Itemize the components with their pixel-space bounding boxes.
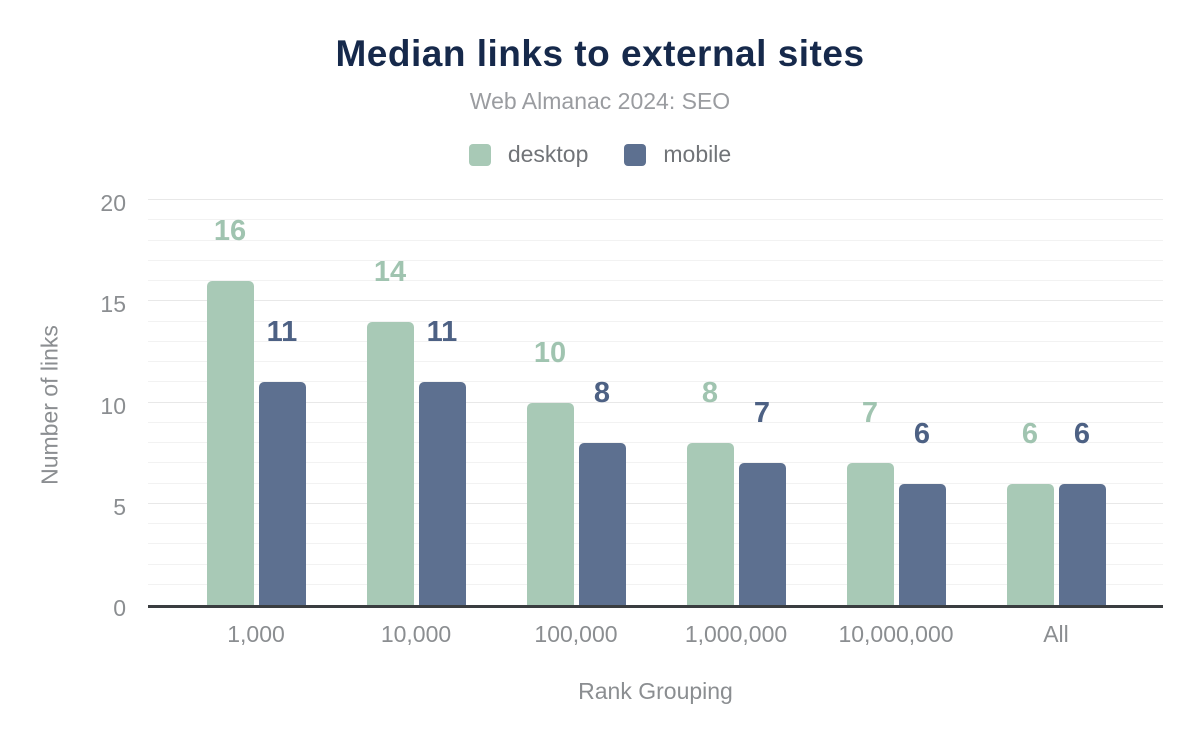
gridline (148, 583, 1163, 585)
bar-desktop-1000000 (686, 443, 734, 605)
legend-item-mobile[interactable]: mobile (624, 141, 731, 168)
x-axis-ticks: 1,000 10,000 100,000 1,000,000 10,000,000 All (148, 621, 1163, 649)
data-label-mobile: 11 (266, 316, 298, 349)
x-tick-label: 10,000,000 (838, 621, 954, 647)
gridline (148, 442, 1163, 443)
gridline (148, 421, 1163, 423)
bar-desktop-1000 (206, 281, 254, 605)
gridline (148, 563, 1163, 565)
data-label-mobile: 11 (426, 316, 458, 349)
data-label-desktop: 8 (701, 377, 719, 409)
y-tick-label: 0 (113, 595, 126, 621)
bar-mobile-all (1058, 483, 1106, 605)
y-tick-label: 20 (100, 190, 126, 216)
mobile-swatch-icon (624, 143, 647, 166)
bar-mobile-10000 (418, 382, 466, 605)
y-tick-label: 10 (100, 392, 126, 419)
data-label-desktop: 10 (533, 336, 567, 369)
data-label-mobile: 7 (753, 397, 771, 430)
bar-desktop-100000 (526, 402, 574, 605)
legend-label-desktop: desktop (507, 141, 589, 167)
data-label-mobile: 6 (913, 417, 931, 450)
bar-desktop-all (1006, 483, 1054, 605)
gridline (148, 219, 1163, 221)
desktop-swatch-icon (468, 143, 491, 166)
y-axis-ticks: 0 5 10 15 20 (0, 190, 137, 621)
gridline (148, 340, 1163, 342)
gridline (148, 523, 1163, 524)
y-tick-label: 15 (100, 291, 126, 318)
bar-mobile-1000 (258, 382, 306, 605)
bar-mobile-1000000 (738, 463, 786, 605)
x-axis-title: Rank Grouping (578, 678, 733, 704)
plot-area: 16 11 14 11 10 8 8 7 7 6 6 6 (148, 199, 1163, 608)
gridline (148, 543, 1163, 545)
gridline (148, 381, 1163, 383)
gridline (148, 502, 1163, 504)
x-tick-label: 100,000 (534, 621, 618, 647)
data-label-desktop: 6 (1021, 417, 1039, 450)
data-label-mobile: 6 (1073, 417, 1091, 450)
data-label-desktop: 16 (213, 215, 247, 247)
gridline (148, 199, 1163, 200)
data-label-desktop: 7 (861, 397, 879, 430)
gridline (148, 361, 1163, 362)
gridline (148, 320, 1163, 322)
bar-mobile-100000 (578, 443, 626, 605)
gridline (148, 259, 1163, 261)
gridline (148, 239, 1163, 241)
bar-mobile-10000000 (898, 483, 946, 605)
chart-subtitle: Web Almanac 2024: SEO (469, 88, 731, 114)
gridline (148, 462, 1163, 464)
x-tick-label: 1,000 (227, 621, 285, 647)
x-tick-label: 1,000,000 (684, 621, 788, 647)
x-tick-label: 10,000 (380, 621, 452, 647)
x-tick-label: All (1043, 621, 1069, 647)
bar-desktop-10000000 (846, 463, 894, 605)
gridline (148, 300, 1163, 302)
y-tick-label: 5 (113, 493, 126, 520)
legend-label-mobile: mobile (663, 141, 732, 167)
chart-title: Median links to external sites (335, 33, 865, 74)
gridline (148, 401, 1163, 403)
legend: desktop mobile (0, 141, 1200, 168)
bar-desktop-10000 (366, 321, 414, 605)
data-label-desktop: 14 (373, 255, 407, 288)
gridline (148, 482, 1163, 484)
gridline (148, 280, 1163, 281)
legend-item-desktop[interactable]: desktop (468, 141, 589, 168)
data-label-mobile: 8 (593, 377, 611, 409)
